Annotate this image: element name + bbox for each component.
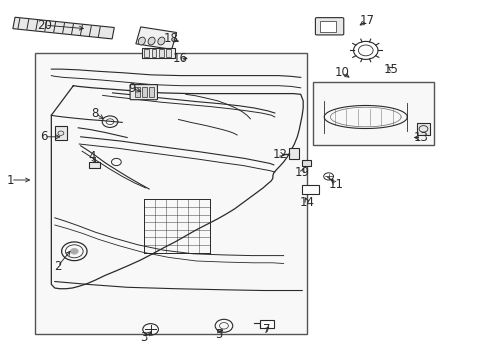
Bar [89, 162, 100, 168]
Bar [302, 185, 319, 194]
Bar [35, 53, 306, 334]
Text: 16: 16 [172, 52, 187, 65]
Bar [148, 87, 153, 97]
Bar [144, 49, 149, 57]
Text: 1: 1 [7, 174, 15, 186]
Text: 5: 5 [215, 328, 223, 341]
Bar [302, 160, 310, 166]
Text: 17: 17 [359, 14, 373, 27]
Text: 11: 11 [328, 178, 343, 191]
Text: 7: 7 [262, 323, 270, 336]
Bar [142, 87, 146, 97]
Bar [159, 49, 163, 57]
Text: 14: 14 [299, 196, 314, 209]
Bar [55, 126, 67, 140]
Text: 9: 9 [128, 82, 136, 95]
Text: 15: 15 [383, 63, 398, 76]
Polygon shape [13, 17, 114, 39]
Text: 6: 6 [40, 130, 48, 143]
Ellipse shape [138, 37, 145, 45]
Text: 13: 13 [413, 131, 428, 144]
Text: 19: 19 [294, 166, 309, 179]
Bar [135, 87, 140, 97]
Circle shape [70, 248, 78, 254]
Bar [289, 148, 299, 159]
Text: 12: 12 [272, 148, 286, 161]
Ellipse shape [148, 37, 155, 45]
Bar [319, 21, 336, 32]
Bar [136, 27, 176, 49]
Bar [142, 48, 175, 58]
Ellipse shape [158, 37, 164, 45]
Text: 8: 8 [91, 107, 99, 120]
Bar [151, 49, 156, 57]
Text: 3: 3 [140, 331, 148, 344]
Bar [312, 82, 433, 145]
Text: 20: 20 [38, 19, 52, 32]
Text: 2: 2 [54, 260, 61, 273]
Bar [166, 49, 171, 57]
FancyBboxPatch shape [130, 85, 157, 100]
Text: 18: 18 [163, 32, 178, 45]
Text: 10: 10 [334, 66, 349, 79]
FancyBboxPatch shape [315, 18, 343, 35]
Bar [260, 320, 273, 328]
Bar [416, 123, 429, 135]
Text: 4: 4 [88, 150, 96, 163]
